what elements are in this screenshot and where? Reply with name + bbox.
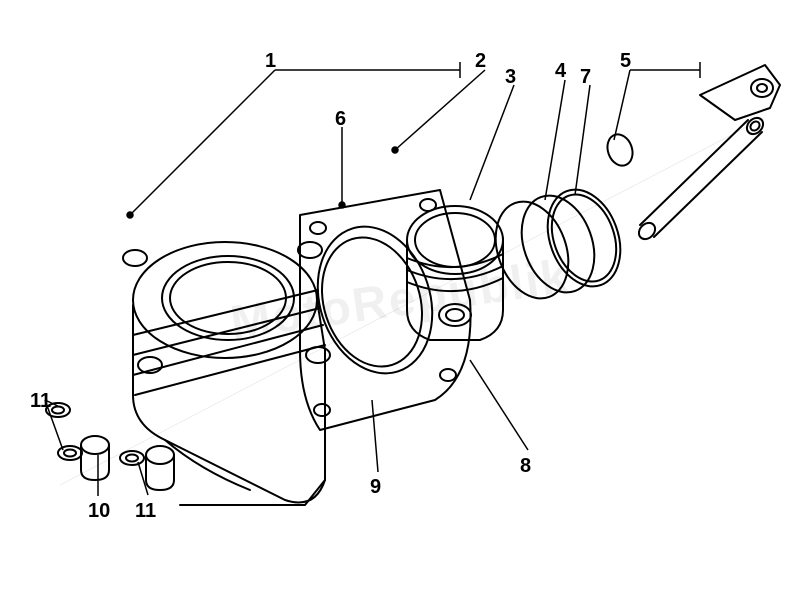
piston-art <box>407 206 503 340</box>
diagram-stage: MotoRepublik <box>0 0 800 600</box>
callout-10: 10 <box>88 500 110 523</box>
callout-2: 2 <box>475 50 486 73</box>
callout-1: 1 <box>265 50 276 73</box>
con-rod-art <box>700 65 780 120</box>
callout-8: 8 <box>520 455 531 478</box>
callout-11b: 11 <box>135 500 156 523</box>
callout-5: 5 <box>620 50 631 73</box>
line-art <box>0 0 800 600</box>
callout-6: 6 <box>335 108 346 131</box>
callout-4: 4 <box>555 60 566 83</box>
callout-3: 3 <box>505 66 516 89</box>
head-gasket-art <box>300 190 471 430</box>
wrist-pin-art <box>636 115 767 243</box>
sealing-washers-art <box>46 403 144 465</box>
centering-dowels-art <box>81 436 174 490</box>
o-ring-art <box>306 224 438 379</box>
callout-7: 7 <box>580 66 591 89</box>
piston-rings-art <box>483 179 633 308</box>
watermark: MotoRepublik <box>227 249 573 351</box>
callout-11a: 11 <box>30 390 51 413</box>
callout-9: 9 <box>370 476 381 499</box>
pin-clip-art <box>603 131 636 169</box>
cylinder-block-art <box>123 242 330 505</box>
